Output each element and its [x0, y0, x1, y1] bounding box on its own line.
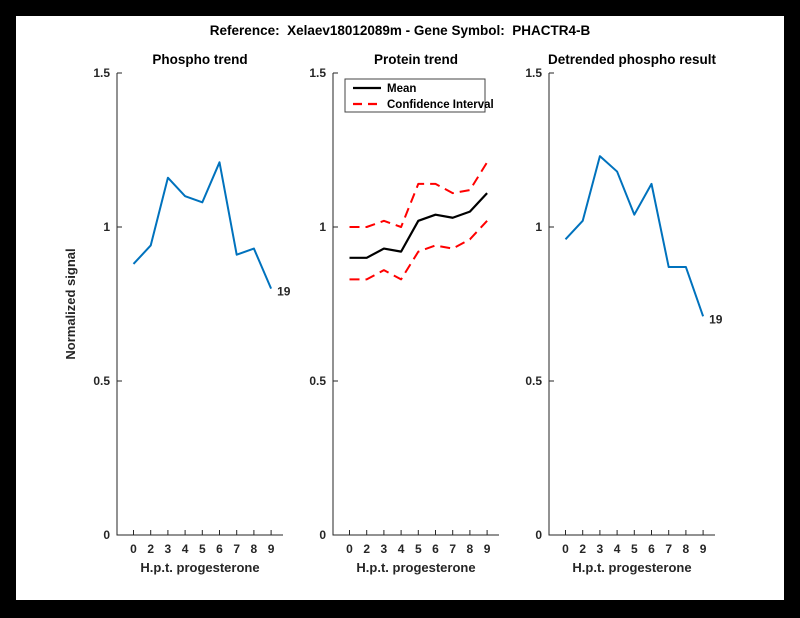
x-axis-label: H.p.t. progesterone: [140, 560, 259, 575]
y-tick-label: 1: [535, 220, 542, 234]
legend-label: Confidence Interval: [387, 99, 494, 111]
x-tick-label: 9: [268, 542, 275, 556]
x-tick-label: 6: [216, 542, 223, 556]
y-tick-label: 1.5: [93, 66, 110, 80]
figure-title: Reference: Xelaev18012089m - Gene Symbol…: [209, 23, 591, 38]
x-tick-label: 7: [233, 542, 240, 556]
y-tick-label: 1.5: [525, 66, 542, 80]
y-tick-label: 0: [319, 528, 326, 542]
mean-line: [349, 192, 488, 259]
axis-spines: [116, 73, 283, 536]
axis-spines: [332, 73, 499, 536]
y-tick-label: 0: [103, 528, 110, 542]
y-axis-label: Normalized signal: [63, 248, 78, 359]
x-tick-label: 8: [251, 542, 258, 556]
phospho-trend-line: [132, 161, 273, 289]
x-tick-label: 9: [700, 542, 707, 556]
legend-label: Mean: [387, 83, 416, 95]
series-end-annotation: 19: [709, 312, 723, 326]
x-tick-label: 7: [449, 542, 456, 556]
x-tick-label: 6: [432, 542, 439, 556]
x-tick-label: 0: [130, 542, 137, 556]
x-tick-label: 4: [398, 542, 405, 556]
x-tick-label: 0: [562, 542, 569, 556]
x-tick-label: 5: [199, 542, 206, 556]
x-tick-label: 3: [597, 542, 604, 556]
confidence-upper-line: [349, 161, 488, 228]
y-tick-label: 0.5: [525, 374, 542, 388]
y-tick-label: 0.5: [93, 374, 110, 388]
y-tick-label: 0: [535, 528, 542, 542]
y-tick-label: 1.5: [309, 66, 326, 80]
x-tick-label: 4: [182, 542, 189, 556]
subplot-title: Detrended phospho result: [548, 52, 717, 67]
x-tick-label: 6: [648, 542, 655, 556]
figure-canvas: Reference: Xelaev18012089m - Gene Symbol…: [16, 16, 784, 600]
x-tick-label: 0: [346, 542, 353, 556]
x-tick-label: 8: [467, 542, 474, 556]
x-tick-label: 8: [683, 542, 690, 556]
x-tick-label: 3: [165, 542, 172, 556]
y-tick-label: 0.5: [309, 374, 326, 388]
axis-spines: [548, 73, 715, 536]
x-tick-label: 2: [147, 542, 154, 556]
x-tick-label: 2: [579, 542, 586, 556]
subplot-title: Phospho trend: [152, 52, 247, 67]
x-axis-label: H.p.t. progesterone: [572, 560, 691, 575]
subplot-title: Protein trend: [374, 52, 458, 67]
y-tick-label: 1: [319, 220, 326, 234]
x-tick-label: 7: [665, 542, 672, 556]
x-tick-label: 5: [415, 542, 422, 556]
detrended-phospho-line: [564, 155, 705, 317]
legend-box: [344, 78, 486, 113]
x-tick-label: 3: [381, 542, 388, 556]
x-tick-label: 5: [631, 542, 638, 556]
y-tick-label: 1: [103, 220, 110, 234]
x-tick-label: 2: [363, 542, 370, 556]
x-tick-label: 4: [614, 542, 621, 556]
confidence-lower-line: [349, 220, 488, 281]
series-end-annotation: 19: [277, 285, 291, 299]
x-axis-label: H.p.t. progesterone: [356, 560, 475, 575]
x-tick-label: 9: [484, 542, 491, 556]
